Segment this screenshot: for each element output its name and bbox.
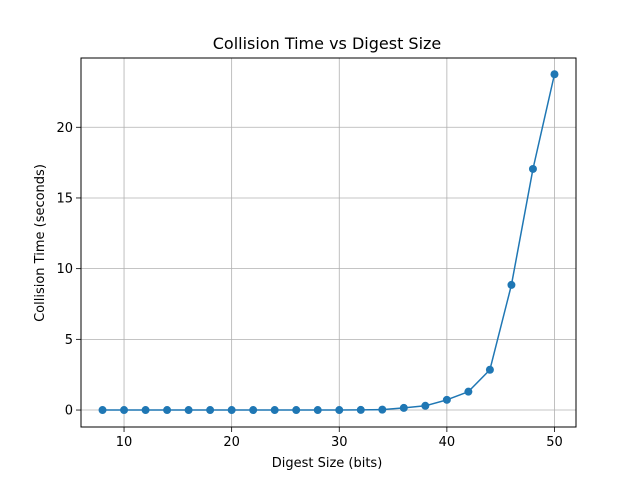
data-point (421, 401, 430, 410)
ticks: 10 20 30 40 50 0 5 10 15 20 (56, 121, 562, 450)
y-tick-label: 10 (56, 262, 73, 277)
series-layer (98, 70, 559, 415)
data-point (356, 405, 365, 414)
y-tick-label: 0 (65, 404, 73, 419)
data-point (528, 164, 537, 173)
data-point (313, 406, 322, 415)
data-point (399, 403, 408, 412)
data-point (227, 406, 236, 415)
plot-frame (80, 57, 577, 428)
data-point (335, 406, 344, 415)
x-tick-label: 20 (223, 435, 240, 450)
y-tick-label: 20 (56, 121, 73, 136)
x-tick-label: 40 (439, 435, 456, 450)
data-point (442, 395, 451, 404)
data-point (270, 406, 279, 415)
x-tick-label: 30 (331, 435, 348, 450)
data-point (378, 405, 387, 414)
y-tick-label: 15 (56, 191, 73, 206)
x-tick-label: 10 (116, 435, 133, 450)
x-axis-label: Digest Size (bits) (272, 456, 383, 471)
data-point (141, 406, 150, 415)
data-point (98, 406, 107, 415)
data-point (550, 70, 559, 79)
data-point (206, 406, 215, 415)
data-point (464, 387, 473, 396)
series-line (102, 74, 556, 411)
data-point (184, 406, 193, 415)
chart-title: Collision Time vs Digest Size (213, 34, 442, 53)
data-point (163, 406, 172, 415)
data-point (120, 406, 129, 415)
y-tick-label: 5 (65, 333, 73, 348)
data-point (485, 365, 494, 374)
data-point (292, 406, 301, 415)
y-axis-label: Collision Time (seconds) (33, 164, 48, 322)
data-point (249, 406, 258, 415)
data-point (507, 280, 516, 289)
x-tick-label: 50 (546, 435, 563, 450)
